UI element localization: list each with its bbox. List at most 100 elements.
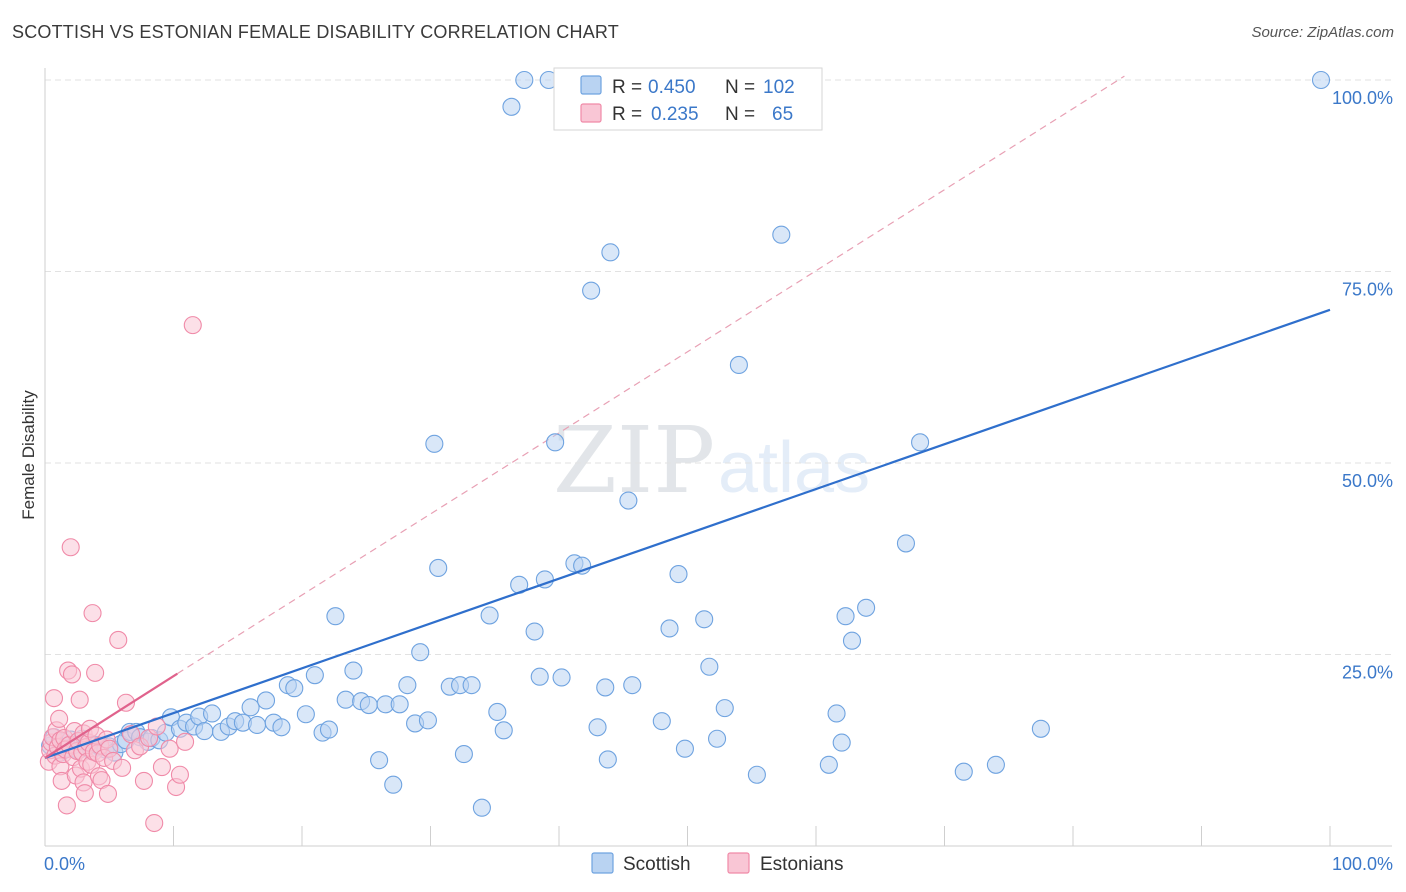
scottish-point [247,715,267,735]
legend-swatch-scottish [591,852,614,874]
scottish-point [598,750,617,769]
y-axis-title: Female Disability [19,390,38,520]
stats-r-value-scottish: 0.450 [648,77,696,98]
scottish-point [359,696,378,715]
scottish-point [488,702,507,722]
estonians-point [116,693,136,712]
estonians-point [86,663,105,682]
scottish-point [582,281,601,300]
scottish-point [588,718,607,737]
grid-lines [45,79,1392,655]
scottish-point [515,70,534,90]
estonians-point [145,813,164,833]
scottish-point [552,668,571,687]
scottish-point [896,534,916,553]
scottish-point [546,433,565,452]
scottish-point [472,798,491,817]
scottish-point [652,712,671,731]
scottish-point [285,679,304,698]
y-tick-label: 75.0% [1342,280,1393,300]
estonians-point [70,690,89,709]
scottish-point [596,678,615,697]
trend-lines [177,75,1125,675]
scottish-point [619,491,638,510]
stats-n-value-scottish: 102 [763,77,795,98]
scottish-point [429,558,448,577]
tick-labels: 25.0% 50.0% 75.0% 100.0% 0.0% 100.0% [44,88,1393,874]
scottish-point [601,243,620,262]
scottish-point [623,676,642,695]
estonians-point [61,538,80,557]
scottish-point [296,705,315,724]
estonians-point [152,758,171,777]
stats-n-label-estonians: N = [725,104,755,125]
legend: Scottish Estonians [591,852,843,875]
stats-n-value-estonians: 65 [772,104,793,125]
scottish-point [411,643,430,662]
estonians-point [83,604,102,623]
scottish-point [241,698,260,717]
estonians-point [160,739,179,758]
scottish-point [418,711,437,730]
scottish-point [827,704,846,723]
estonians-point [170,765,189,784]
data-points [39,70,1331,833]
scottish-point [384,775,403,794]
scottish-point [1031,719,1050,738]
scottish-point [535,570,554,589]
estonians-point [57,796,76,815]
stats-box: R = 0.450 N = 102 R = 0.235 N = 65 [553,67,823,131]
scottish-point [954,762,973,781]
scottish-point [747,765,766,784]
scottish-point [502,97,521,116]
scottish-point [272,718,291,737]
scottish-point [842,631,862,650]
scottish-point [398,676,417,695]
scottish-point [425,434,444,453]
estonians-point [44,689,64,708]
axes [44,68,1392,847]
estonians-point [50,709,69,728]
scottish-point [836,607,855,626]
scottish-point [708,729,727,748]
legend-label-estonians: Estonians [760,854,843,875]
scottish-point [319,720,339,739]
scottish-point [256,691,276,710]
scottish-point [494,721,513,740]
scottish-trend-line [44,308,1331,759]
scottish-point [336,690,355,709]
scottish-point [700,657,719,676]
chart-source: Source: ZipAtlas.com [1251,24,1394,41]
legend-label-scottish: Scottish [623,854,691,875]
scottish-point [370,751,389,770]
scottish-point [326,607,345,626]
stats-n-label-scottish: N = [725,77,755,98]
scottish-point [660,619,679,638]
stats-r-label-scottish: R = [612,77,642,98]
scottish-point [530,667,549,686]
legend-swatch-estonians [727,852,750,874]
estonians-point [176,732,195,751]
scottish-point [203,704,222,723]
stats-r-value-estonians: 0.235 [651,104,699,125]
estonians-trend-line [44,672,178,759]
scottish-point [480,606,499,625]
stats-swatch-scottish [580,75,602,95]
estonians-point [113,758,132,777]
y-tick-label: 25.0% [1342,663,1393,683]
scottish-point [715,699,734,718]
estonians-point [134,771,153,790]
estonians-trend-extension [177,75,1125,675]
estonians-point [62,665,82,684]
scottish-point [390,695,409,714]
estonians-point [75,784,94,803]
scottish-point [1311,70,1331,90]
estonians-point [98,784,118,803]
scottish-point [911,433,930,452]
y-tick-label: 50.0% [1342,471,1393,491]
scottish-point [344,661,363,680]
scottish-point [986,755,1005,774]
estonians-point [183,316,202,335]
scottish-point [772,225,791,244]
